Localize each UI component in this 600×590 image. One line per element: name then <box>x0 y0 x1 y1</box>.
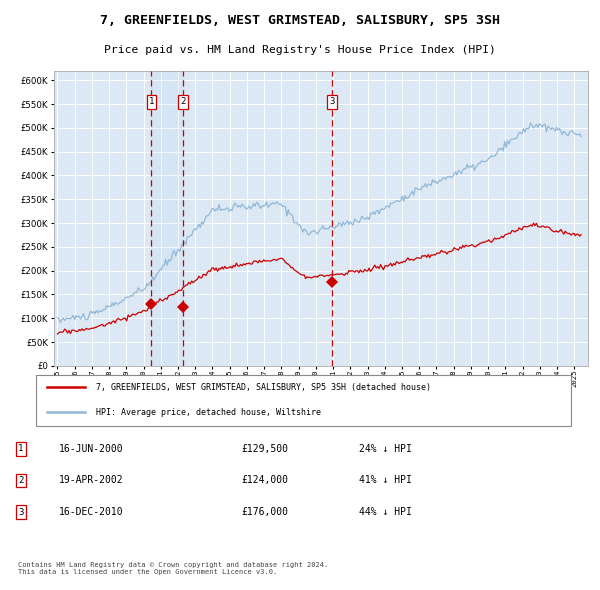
Text: 3: 3 <box>18 507 23 516</box>
Text: 1: 1 <box>149 97 154 106</box>
FancyBboxPatch shape <box>35 375 571 425</box>
Text: HPI: Average price, detached house, Wiltshire: HPI: Average price, detached house, Wilt… <box>96 408 321 417</box>
Text: 7, GREENFIELDS, WEST GRIMSTEAD, SALISBURY, SP5 3SH (detached house): 7, GREENFIELDS, WEST GRIMSTEAD, SALISBUR… <box>96 383 431 392</box>
Text: Contains HM Land Registry data © Crown copyright and database right 2024.
This d: Contains HM Land Registry data © Crown c… <box>18 562 328 575</box>
Text: 16-DEC-2010: 16-DEC-2010 <box>59 507 124 517</box>
Text: 2: 2 <box>181 97 186 106</box>
Text: 2: 2 <box>18 476 23 485</box>
Text: £176,000: £176,000 <box>241 507 288 517</box>
Text: 41% ↓ HPI: 41% ↓ HPI <box>359 476 412 486</box>
Text: 44% ↓ HPI: 44% ↓ HPI <box>359 507 412 517</box>
Text: £124,000: £124,000 <box>241 476 288 486</box>
Text: 7, GREENFIELDS, WEST GRIMSTEAD, SALISBURY, SP5 3SH: 7, GREENFIELDS, WEST GRIMSTEAD, SALISBUR… <box>100 14 500 27</box>
Text: 16-JUN-2000: 16-JUN-2000 <box>59 444 124 454</box>
Text: 1: 1 <box>18 444 23 453</box>
Bar <box>151 71 183 366</box>
Text: 19-APR-2002: 19-APR-2002 <box>59 476 124 486</box>
Text: Price paid vs. HM Land Registry's House Price Index (HPI): Price paid vs. HM Land Registry's House … <box>104 45 496 55</box>
Text: 24% ↓ HPI: 24% ↓ HPI <box>359 444 412 454</box>
Text: 3: 3 <box>329 97 335 106</box>
Text: £129,500: £129,500 <box>241 444 288 454</box>
